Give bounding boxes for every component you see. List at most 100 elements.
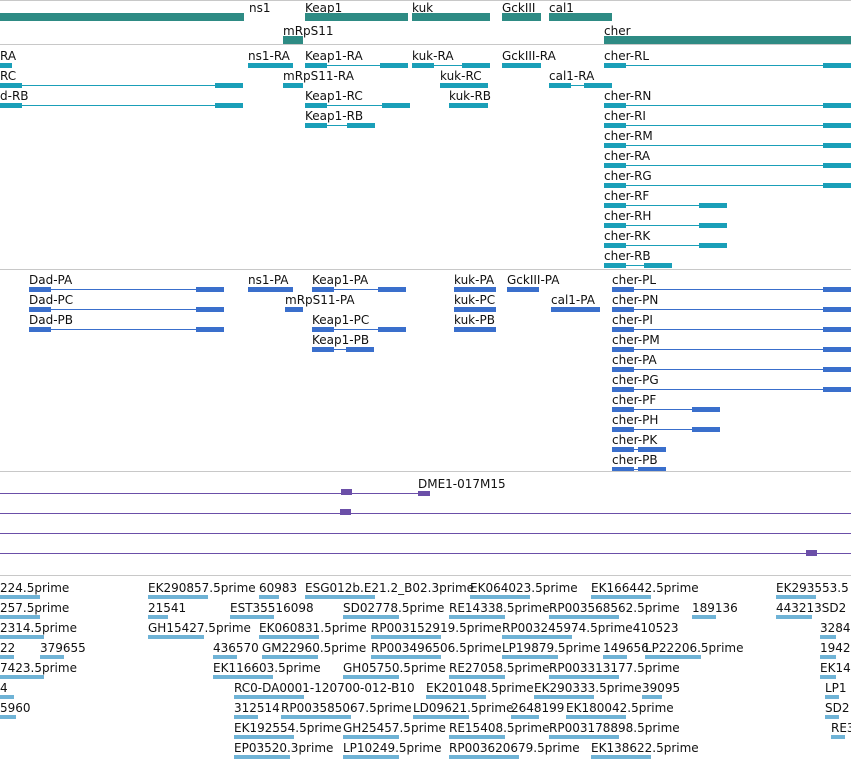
intron-line <box>549 85 612 86</box>
feature-label: cher-PG <box>612 373 659 387</box>
intron-line <box>612 409 720 410</box>
intron-line <box>305 105 410 106</box>
exon-block <box>305 63 327 68</box>
exon-block <box>215 103 243 108</box>
exon-block <box>823 287 851 292</box>
feature-label: Keap1-RB <box>305 109 364 123</box>
track-proteins: Dad-PA ns1-PA Keap1-PA kuk-PA GckIII-PA cher-… <box>0 269 851 472</box>
feature-label: RA <box>0 49 17 63</box>
feature-label: EK116603.5prime <box>213 661 321 675</box>
exon-block <box>29 327 51 332</box>
feature-label: GM22960.5prime <box>262 641 367 655</box>
est-glyph <box>343 735 399 739</box>
track-genes: ns1 Keap1 kuk GckIII cal1 mRpS11 cher <box>0 0 851 45</box>
exon-block <box>644 263 672 268</box>
exon-block <box>312 287 334 292</box>
feature-label: mRpS11-RA <box>283 69 354 83</box>
est-glyph <box>343 675 399 679</box>
feature-label: mRpS11-PA <box>285 293 355 307</box>
exon-block <box>312 347 334 352</box>
exon-block <box>347 123 375 128</box>
exon-block <box>692 407 720 412</box>
intron-line <box>604 225 727 226</box>
feature-label: 312514 <box>234 701 280 715</box>
intron-line <box>29 289 224 290</box>
feature-label: SD2 <box>825 701 850 715</box>
exon-block <box>460 103 488 108</box>
est-glyph <box>305 595 375 599</box>
exon-block <box>823 123 851 128</box>
feature-label: 21541 <box>148 601 187 615</box>
exon-block <box>378 327 406 332</box>
exon-block <box>29 287 51 292</box>
feature-label: LP1 <box>825 681 847 695</box>
feature-bar <box>418 490 430 496</box>
est-glyph <box>549 675 619 679</box>
feature-label: RE15408.5prime <box>449 721 550 735</box>
intron-line <box>612 429 720 430</box>
exon-block <box>604 123 626 128</box>
exon-block <box>823 387 851 392</box>
exon-block <box>604 103 626 108</box>
intron-line <box>612 389 851 390</box>
feature-label: DME1-017M15 <box>418 477 506 491</box>
exon-block <box>612 367 634 372</box>
est-glyph <box>820 635 836 639</box>
feature-label: cher-RL <box>604 49 650 63</box>
feature-label: d-RB <box>0 89 29 103</box>
exon-block <box>0 63 12 68</box>
feature-label: RP003585067.5prime <box>281 701 412 715</box>
feature-label: cher-RF <box>604 189 650 203</box>
clone-end <box>806 550 817 556</box>
est-glyph <box>502 655 558 659</box>
exon-block <box>699 243 727 248</box>
feature-label: cher-PB <box>612 453 658 467</box>
feature-label: LP10249.5prime <box>343 741 442 755</box>
est-glyph <box>0 715 16 719</box>
feature-label: kuk-RC <box>440 69 482 83</box>
feature-label: RP003245974.5prime410523 <box>502 621 679 635</box>
intron-line <box>604 265 672 266</box>
intron-line <box>604 205 727 206</box>
exon-block <box>0 83 22 88</box>
est-glyph <box>426 695 486 699</box>
feature-label: 39095 <box>642 681 681 695</box>
feature-label: 3284 <box>820 621 851 635</box>
exon-block <box>551 307 573 312</box>
est-glyph <box>148 635 204 639</box>
feature-label: Keap1-PB <box>312 333 370 347</box>
exon-block <box>823 143 851 148</box>
est-glyph <box>470 595 530 599</box>
exon-block <box>604 183 626 188</box>
feature-label: EK290857.5prime <box>148 581 256 595</box>
exon-block <box>572 307 600 312</box>
exon-block <box>382 103 410 108</box>
feature-label: cher-RG <box>604 169 652 183</box>
exon-block <box>0 103 22 108</box>
feature-label: EK060831.5prime <box>259 621 367 635</box>
exon-block <box>305 103 327 108</box>
intron-line <box>305 65 408 66</box>
exon-block <box>196 287 224 292</box>
est-glyph <box>213 675 273 679</box>
intron-line <box>604 245 727 246</box>
exon-block <box>823 327 851 332</box>
intron-line <box>604 105 851 106</box>
feature-label: 60983 <box>259 581 298 595</box>
feature-label: RP003620679.5prime <box>449 741 580 755</box>
exon-block <box>440 83 462 88</box>
exon-block <box>265 63 293 68</box>
exon-block <box>612 407 634 412</box>
est-glyph <box>259 595 279 599</box>
est-glyph <box>776 595 816 599</box>
feature-label: cher-RI <box>604 109 646 123</box>
exon-block <box>612 387 634 392</box>
exon-block <box>823 103 851 108</box>
exon-block <box>454 287 476 292</box>
exon-block <box>823 367 851 372</box>
est-glyph <box>230 615 274 619</box>
intron-line <box>305 125 375 126</box>
feature-label: EK290333.5prime <box>534 681 642 695</box>
exon-block <box>468 307 496 312</box>
